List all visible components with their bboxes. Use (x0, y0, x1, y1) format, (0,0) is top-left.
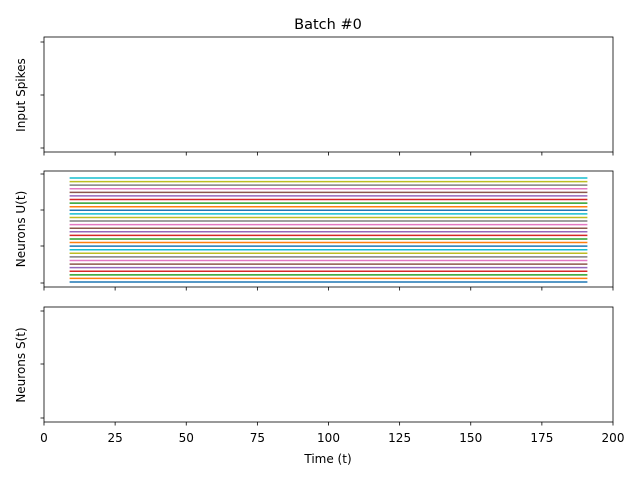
axes-frame-input-spikes (43, 36, 614, 153)
x-axis-label: Time (t) (303, 452, 351, 466)
y-ticks-input-spikes (40, 41, 44, 149)
y-axis-label-neurons-s: Neurons S(t) (14, 327, 28, 402)
x-tick-label: 50 (179, 431, 194, 445)
y-axis-label-input-spikes: Input Spikes (14, 58, 28, 132)
x-ticks-neurons-s (43, 422, 614, 426)
x-tick-labels: 0 25 50 75 100 125 150 175 200 (40, 431, 624, 445)
panel-neurons-u: Neurons U(t) (14, 170, 614, 291)
x-tick-label: 100 (317, 431, 340, 445)
x-tick-label: 200 (602, 431, 625, 445)
y-ticks-neurons-u (40, 173, 44, 284)
x-ticks-input-spikes (43, 152, 614, 156)
y-axis-label-neurons-u: Neurons U(t) (14, 191, 28, 268)
x-tick-label: 75 (250, 431, 265, 445)
y-ticks-neurons-s (40, 310, 44, 419)
x-ticks-neurons-u (43, 287, 614, 291)
x-tick-label: 125 (388, 431, 411, 445)
x-tick-label: 25 (107, 431, 122, 445)
panel-neurons-s: 0 25 50 75 100 125 150 175 200 Neurons S(t) Time… (14, 306, 624, 466)
panel-input-spikes: Batch #0 Input Spikes (14, 17, 614, 156)
axes-frame-neurons-s (43, 306, 614, 423)
x-tick-label: 150 (459, 431, 482, 445)
chart-title: Batch #0 (294, 17, 362, 33)
x-tick-label: 0 (40, 431, 48, 445)
x-tick-label: 175 (530, 431, 553, 445)
neuron-traces (69, 177, 588, 283)
